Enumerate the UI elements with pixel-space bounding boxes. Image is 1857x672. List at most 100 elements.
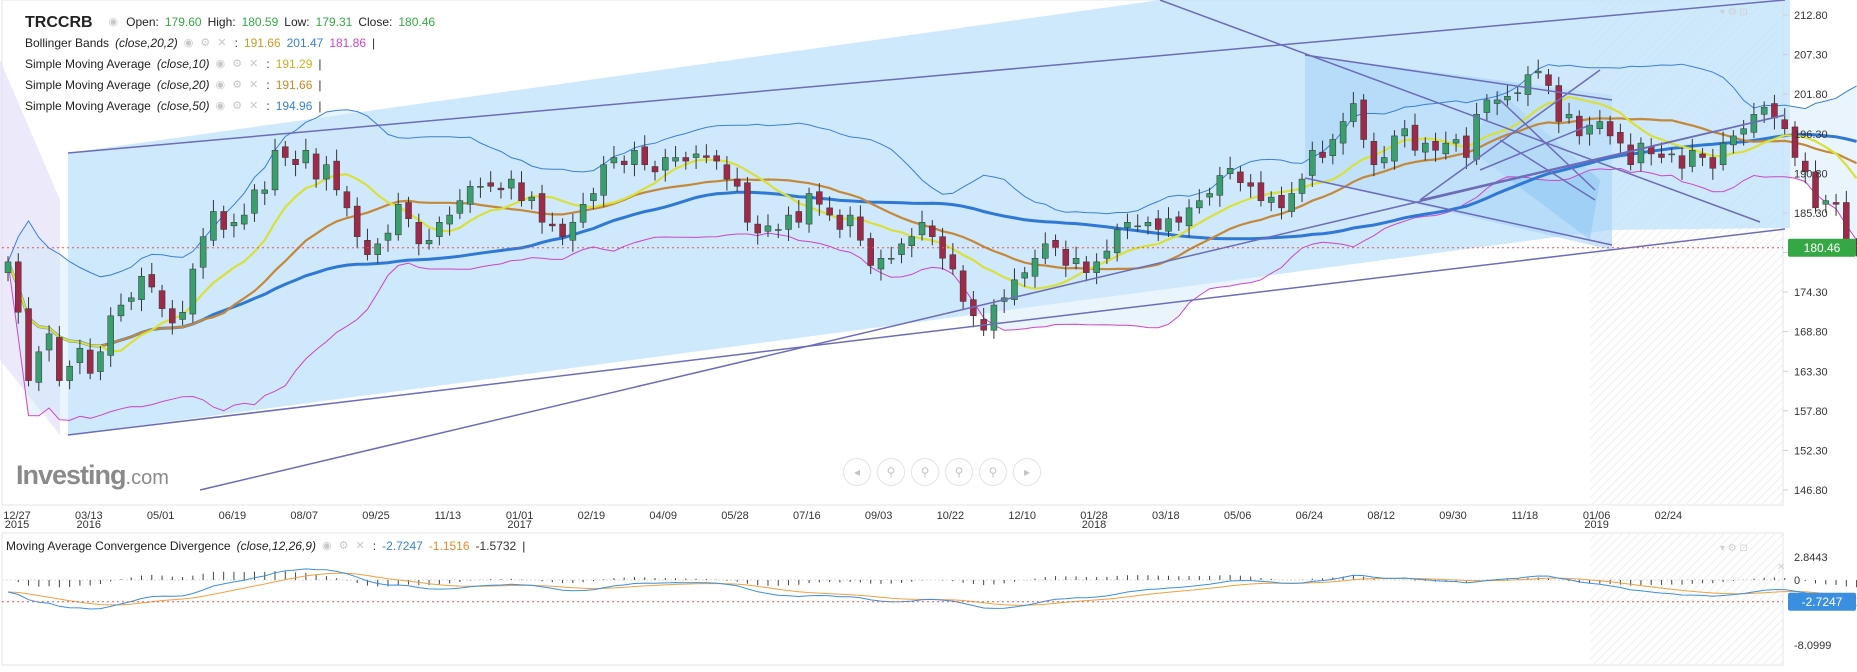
settings-icons[interactable]: ◉ ⚙ ✕ — [215, 58, 261, 70]
settings-icons[interactable]: ◉ ⚙ ✕ — [215, 100, 261, 112]
indicator-value: 191.29 — [275, 57, 313, 71]
candle-body — [600, 164, 607, 196]
candle-body — [158, 290, 166, 309]
candle-body — [1504, 96, 1511, 101]
candle-body — [1627, 144, 1634, 165]
candle-body — [15, 261, 22, 313]
candle-body — [179, 311, 186, 320]
candle-body — [1329, 139, 1337, 156]
zoom-out-icon[interactable]: ⚲ — [877, 458, 905, 486]
candle-body — [220, 211, 227, 230]
candle-body — [1442, 142, 1450, 155]
reset-icon[interactable]: ⚲ — [911, 458, 939, 486]
candle-body — [651, 166, 659, 173]
candle-body — [1042, 243, 1049, 259]
candle-body — [35, 351, 43, 383]
macd-pane — [1, 532, 1784, 666]
candle-body — [1011, 279, 1018, 300]
candle-body — [1637, 142, 1645, 164]
candle-body — [559, 223, 566, 237]
x-tick-label: 01/01 — [506, 510, 534, 522]
candle-body — [1380, 157, 1388, 164]
candle-body — [549, 223, 556, 227]
colon-sep: : — [266, 57, 270, 71]
candle-body — [374, 243, 381, 255]
candle-body — [477, 186, 484, 188]
x-tick-label: 02/24 — [1655, 510, 1683, 522]
zoom-in-icon[interactable]: ⚲ — [945, 458, 973, 486]
candle-body — [97, 351, 104, 372]
eye-icon[interactable]: ◉ — [108, 16, 121, 28]
candle-body — [466, 186, 474, 205]
trend-line — [1499, 99, 1596, 191]
candle-body — [415, 222, 423, 245]
settings-icons[interactable]: ◉ ⚙ ✕ — [215, 79, 261, 91]
candle-body — [76, 347, 84, 363]
macd-current-label: -2.7247 — [1802, 595, 1843, 609]
candle-body — [1555, 85, 1563, 122]
sma-50-line — [6, 132, 1857, 348]
colon-sep: : — [372, 539, 377, 553]
candle-body — [1617, 132, 1624, 144]
candle-body — [1565, 114, 1573, 119]
candle-body — [1350, 103, 1357, 122]
x-tick-year: 2016 — [77, 519, 101, 531]
indicator-params: (close,20,2) — [115, 36, 178, 50]
trend-line — [1419, 114, 1786, 201]
x-tick-label: 09/30 — [1439, 510, 1467, 522]
indicator-row-bollinger[interactable]: Bollinger Bands (close,20,2) ◉ ⚙ ✕ : 191.… — [25, 33, 435, 54]
indicator-name: Bollinger Bands — [25, 36, 110, 50]
candle-body — [384, 232, 392, 241]
candle-body — [723, 164, 731, 180]
candle-body — [1134, 225, 1141, 228]
candle-body — [1678, 155, 1686, 169]
indicator-row-sma20[interactable]: Simple Moving Average (close,20) ◉ ⚙ ✕ : … — [25, 75, 435, 96]
candle-body — [189, 268, 197, 315]
zoom-out-small-icon[interactable]: ⚲ — [979, 458, 1007, 486]
candle-body — [990, 304, 998, 331]
x-tick-label: 03/13 — [75, 510, 103, 522]
candle-body — [929, 225, 936, 237]
candle-body — [1812, 171, 1819, 209]
chart-controls-icon[interactable]: ▾ ⚙ ⊡ — [1720, 7, 1748, 18]
candle-body — [703, 155, 710, 158]
candle-body — [1185, 207, 1193, 227]
indicator-row-sma50[interactable]: Simple Moving Average (close,50) ◉ ⚙ ✕ : … — [25, 96, 435, 117]
candle-body — [1709, 157, 1717, 169]
candle-body — [1175, 216, 1183, 223]
settings-icons[interactable]: ◉ ⚙ ✕ — [183, 37, 229, 49]
candle-body — [1689, 150, 1696, 167]
candle-body — [1658, 153, 1665, 158]
candle-body — [507, 178, 515, 189]
macd-future-area — [1590, 534, 1783, 664]
candle-body — [1113, 229, 1121, 254]
arrow-left-icon[interactable]: ◂ — [843, 458, 871, 486]
candle-body — [569, 222, 577, 241]
x-tick-label: 05/06 — [1224, 510, 1252, 522]
settings-icons[interactable]: ◉ ⚙ ✕ — [321, 540, 367, 552]
candle-body — [1668, 153, 1675, 156]
candle-body — [887, 258, 895, 260]
separator: | — [318, 78, 322, 92]
candle-body — [1699, 153, 1706, 158]
candle-body — [1196, 200, 1203, 209]
macd-legend[interactable]: Moving Average Convergence Divergence (cl… — [6, 539, 525, 553]
candle-body — [1031, 258, 1039, 277]
candle-body — [1278, 195, 1285, 209]
macd-controls-icon[interactable]: ▾ ⚙ ⊡ — [1720, 543, 1748, 554]
candle-body — [590, 193, 597, 201]
trend-line — [1499, 139, 1596, 201]
indicator-params: (close,10) — [156, 57, 210, 71]
candle-body — [1370, 141, 1378, 165]
close-icon[interactable]: ✕ — [1777, 562, 1786, 573]
candle-body — [908, 236, 916, 246]
candle-body — [846, 214, 854, 227]
arrow-right-icon[interactable]: ▸ — [1013, 458, 1041, 486]
candle-body — [1309, 150, 1316, 176]
indicator-row-sma10[interactable]: Simple Moving Average (close,10) ◉ ⚙ ✕ : … — [25, 54, 435, 75]
candle-body — [1493, 99, 1501, 104]
x-tick-label: 07/16 — [793, 510, 821, 522]
channel-fill — [0, 60, 60, 435]
